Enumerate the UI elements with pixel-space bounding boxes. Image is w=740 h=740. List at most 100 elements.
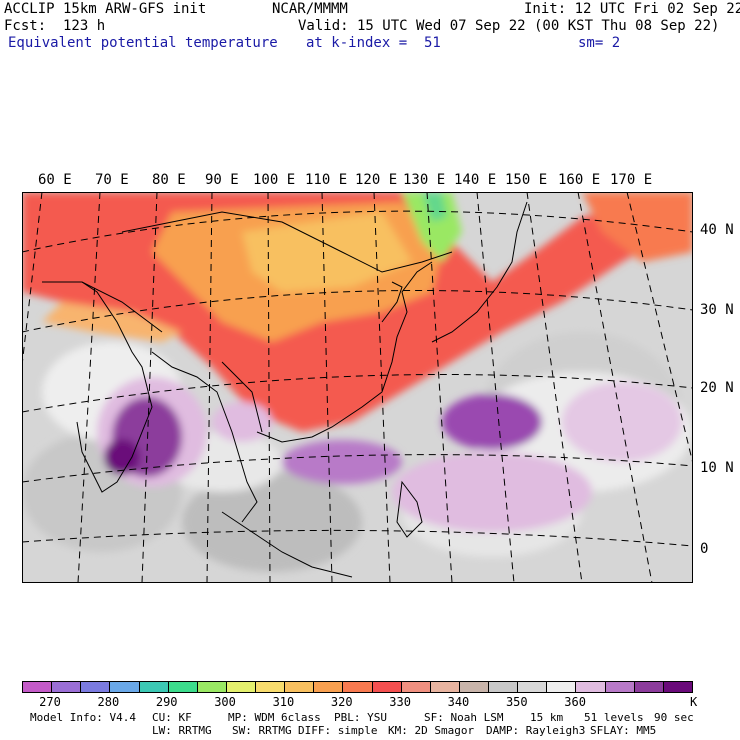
footer-item: 90 sec xyxy=(654,711,694,724)
valid-time: Valid: 15 UTC Wed 07 Sep 22 (00 KST Thu … xyxy=(298,18,720,34)
latitude-label: 20 N xyxy=(700,380,734,396)
longitude-label: 80 E xyxy=(152,172,186,188)
meridian xyxy=(206,192,213,583)
colorbar-swatch xyxy=(576,682,606,692)
colorbar-unit: K xyxy=(690,695,698,709)
latitude-label: 40 N xyxy=(700,222,734,238)
colorbar-tick-label: 340 xyxy=(447,695,470,709)
colorbar-swatch xyxy=(459,682,489,692)
moist-region-core xyxy=(104,439,140,475)
latitude-label: 0 xyxy=(700,541,709,557)
japan-coast xyxy=(431,201,528,343)
warm-region-light-orange xyxy=(242,212,412,292)
footer-item: PBL: YSU xyxy=(334,711,387,724)
longitude-label: 150 E xyxy=(505,172,548,188)
colorbar-swatch xyxy=(430,682,460,692)
parallel xyxy=(22,529,693,547)
theta-e-map xyxy=(22,192,693,583)
meridian xyxy=(373,192,391,583)
footer-item: LW: RRTMG xyxy=(152,724,212,737)
footer-item: CU: KF xyxy=(152,711,192,724)
colorbar-swatch xyxy=(401,682,431,692)
meridian xyxy=(77,192,101,583)
parallel xyxy=(22,289,693,333)
india-coast xyxy=(76,281,153,493)
indonesia-coast xyxy=(221,511,353,578)
cool-region-teal xyxy=(422,192,447,222)
colorbar xyxy=(22,681,693,693)
footer-item: SF: Noah LSM xyxy=(424,711,504,724)
colorbar-swatch xyxy=(139,682,169,692)
center-label: NCAR/MMMM xyxy=(272,1,348,17)
moist-region-medium xyxy=(282,440,402,484)
coastlines xyxy=(42,201,528,578)
longitude-label: 60 E xyxy=(38,172,72,188)
meridian xyxy=(141,192,158,583)
colorbar-swatch xyxy=(197,682,227,692)
latitude-label: 30 N xyxy=(700,302,734,318)
parallel xyxy=(22,374,693,413)
moist-region-medium xyxy=(442,394,542,450)
forecast-hour: Fcst: 123 h xyxy=(4,18,106,34)
colorbar-swatch xyxy=(285,682,315,692)
footer-item: DAMP: Rayleigh3 xyxy=(486,724,586,737)
bay-of-bengal-coast xyxy=(151,351,258,523)
longitude-label: 70 E xyxy=(95,172,129,188)
philippines-coast xyxy=(396,480,423,538)
footer-item: 51 levels xyxy=(584,711,644,724)
longitude-label: 170 E xyxy=(610,172,653,188)
himalaya-border xyxy=(42,281,163,333)
model-title: ACCLIP 15km ARW-GFS init xyxy=(4,1,207,17)
meridian xyxy=(321,192,333,583)
longitude-label: 120 E xyxy=(355,172,398,188)
grey-region xyxy=(182,472,362,572)
colorbar-swatch xyxy=(547,682,577,692)
moist-region-light xyxy=(212,402,272,442)
colorbar-tick-label: 280 xyxy=(97,695,120,709)
map-frame xyxy=(22,192,693,583)
footer-item: SW: RRTMG xyxy=(232,724,292,737)
footer-item: KM: 2D Smagor xyxy=(388,724,475,737)
meridian xyxy=(476,192,515,583)
colorbar-tick-label: 270 xyxy=(39,695,61,709)
longitude-label: 110 E xyxy=(305,172,348,188)
colorbar-swatch xyxy=(81,682,111,692)
colorbar-swatch xyxy=(372,682,402,692)
cool-region-green xyxy=(402,192,462,262)
colorbar-swatch xyxy=(314,682,344,692)
parallel xyxy=(22,210,693,253)
colorbar-swatch xyxy=(256,682,286,692)
colorbar-swatch xyxy=(663,682,692,692)
warm-region-northeast xyxy=(582,192,693,262)
colorbar-tick-label: 290 xyxy=(155,695,178,709)
colorbar-tick-label: 350 xyxy=(505,695,528,709)
colorbar-swatch xyxy=(23,682,53,692)
longitude-label: 140 E xyxy=(454,172,497,188)
longitude-label: 100 E xyxy=(253,172,296,188)
longitude-label: 130 E xyxy=(403,172,446,188)
colorbar-swatch xyxy=(52,682,82,692)
colorbar-tick-label: 330 xyxy=(389,695,411,709)
meridian xyxy=(577,192,653,583)
meridian xyxy=(267,192,271,583)
latitude-label: 10 N xyxy=(700,460,734,476)
warm-region-tibet xyxy=(42,302,182,342)
meridian xyxy=(526,192,583,583)
colorbar-swatch xyxy=(168,682,198,692)
colorbar-tick-label: 360 xyxy=(564,695,586,709)
colorbar-swatch xyxy=(110,682,140,692)
field-name: Equivalent potential temperature xyxy=(8,35,278,51)
parallel xyxy=(22,454,693,483)
footer-item: SFLAY: MM5 xyxy=(590,724,657,737)
colorbar-swatch xyxy=(343,682,373,692)
smoothing-label: sm= 2 xyxy=(578,35,621,51)
longitude-label: 160 E xyxy=(558,172,601,188)
colorbar-tick-label: 320 xyxy=(330,695,353,709)
colorbar-tick-label: 310 xyxy=(272,695,295,709)
colorbar-swatch xyxy=(226,682,256,692)
init-time: Init: 12 UTC Fri 02 Sep 22 xyxy=(524,1,740,17)
colorbar-swatch xyxy=(518,682,548,692)
colorbar-swatch xyxy=(605,682,635,692)
moist-region-light xyxy=(392,452,592,532)
colorbar-swatch xyxy=(634,682,664,692)
